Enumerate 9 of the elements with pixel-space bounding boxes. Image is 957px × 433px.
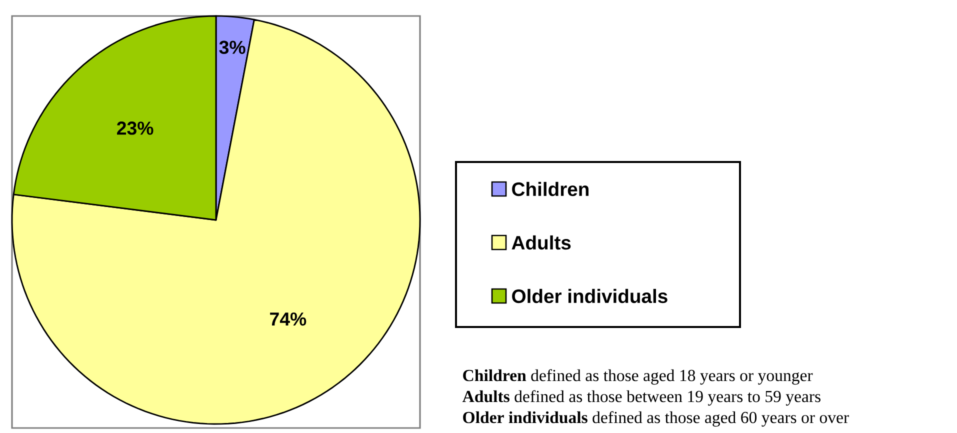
text: Older individuals defined as those aged 60 years or over	[463, 411, 849, 427]
data-label: 74%	[270, 312, 306, 326]
text: Adults defined as those between 19 years to 59 years	[462, 390, 820, 406]
text: Children defined as those aged 18 years or younger	[463, 369, 813, 385]
data-label: 23%	[117, 122, 154, 135]
data-label: 3%	[219, 40, 246, 54]
legend-label: Adults	[512, 235, 571, 250]
legend-label: Children	[512, 182, 588, 196]
legend-label: Older individuals	[512, 288, 668, 304]
